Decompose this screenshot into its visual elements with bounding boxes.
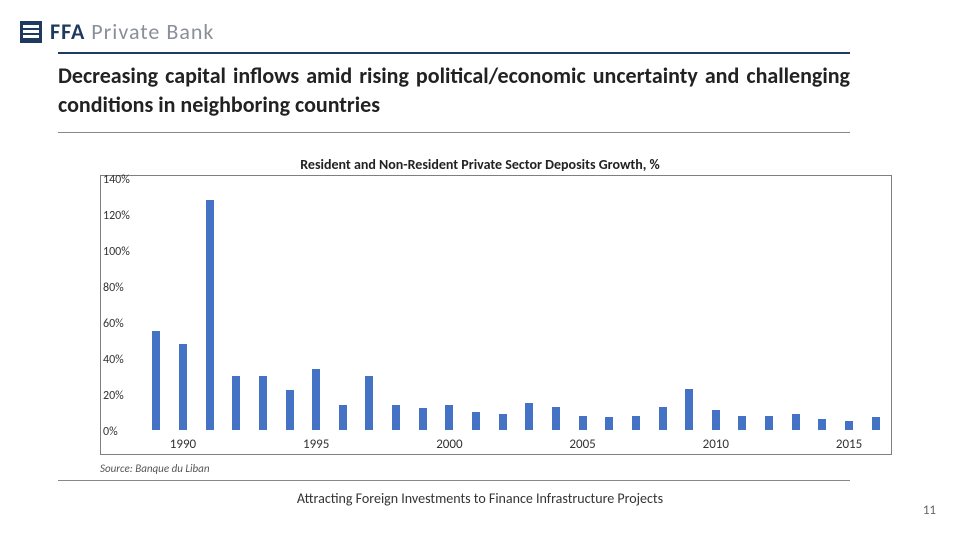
chart-bar <box>818 419 826 430</box>
top-divider <box>58 52 850 54</box>
chart-bar <box>792 414 800 430</box>
y-axis-label: 40% <box>103 353 124 367</box>
chart-bar <box>499 414 507 430</box>
chart-bar <box>685 389 693 430</box>
footer-title: Attracting Foreign Investments to Financ… <box>0 490 960 507</box>
chart-bar <box>312 369 320 430</box>
plot-area <box>143 180 887 430</box>
y-axis-label: 120% <box>103 209 130 223</box>
chart-bar <box>152 331 160 430</box>
chart-bar <box>232 376 240 430</box>
chart-bar <box>552 407 560 430</box>
chart-bar <box>419 408 427 430</box>
chart-bar <box>872 417 880 430</box>
chart-bar <box>712 410 720 430</box>
chart-bar <box>659 407 667 430</box>
x-axis-label: 2015 <box>836 437 862 452</box>
logo-mark-icon <box>20 21 42 43</box>
chart-bar <box>206 200 214 430</box>
chart-bar <box>365 376 373 430</box>
slide-title: Decreasing capital inflows amid rising p… <box>58 62 850 119</box>
brand-logo: FFA Private Bank <box>20 18 214 45</box>
y-axis-label: 60% <box>103 317 124 331</box>
chart-bar <box>579 416 587 430</box>
y-axis-label: 100% <box>103 245 130 259</box>
chart-bar <box>765 416 773 430</box>
chart-title: Resident and Non-Resident Private Sector… <box>100 156 860 173</box>
logo-ffa: FFA <box>50 18 85 45</box>
x-axis-label: 2010 <box>703 437 729 452</box>
chart-source: Source: Banque du Liban <box>100 462 210 475</box>
chart-bar <box>179 344 187 430</box>
bar-chart: 0% 20% 40% 60% 80% 100% 120% 140% 1990 1995 2000 20… <box>100 175 892 455</box>
x-axis-label: 2005 <box>569 437 595 452</box>
chart-bar <box>392 405 400 430</box>
y-axis-label: 140% <box>103 173 130 187</box>
chart-bar <box>845 421 853 430</box>
logo-text: FFA Private Bank <box>50 18 214 45</box>
chart-bar <box>525 403 533 430</box>
y-axis-label: 20% <box>103 389 124 403</box>
x-axis-label: 2000 <box>436 437 462 452</box>
page-number: 11 <box>923 503 936 518</box>
chart-bar <box>286 390 294 430</box>
chart-bar <box>605 417 613 430</box>
chart-bar <box>259 376 267 430</box>
y-axis-label: 80% <box>103 281 124 295</box>
chart-bar <box>445 405 453 430</box>
chart-bar <box>632 416 640 430</box>
logo-private-bank: Private Bank <box>91 18 214 45</box>
chart-bar <box>472 412 480 430</box>
bottom-divider <box>58 480 850 481</box>
x-axis-label: 1995 <box>303 437 329 452</box>
title-divider <box>58 132 850 133</box>
y-axis-label: 0% <box>103 425 118 439</box>
x-axis-label: 1990 <box>170 437 196 452</box>
chart-bar <box>738 416 746 430</box>
chart-bar <box>339 405 347 430</box>
